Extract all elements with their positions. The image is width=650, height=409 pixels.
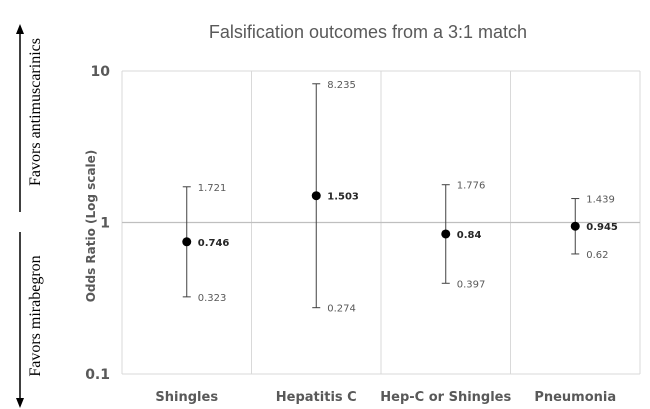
point-estimate (441, 229, 451, 239)
data-marks: 1.721 0.746 0.323 8.235 1.503 0.274 1.776 0.84 0… (182, 80, 618, 315)
estimate-label: 0.945 (586, 222, 618, 233)
upper-ci-label: 1.439 (586, 195, 615, 206)
upper-ci-label: 1.776 (457, 181, 486, 192)
favors-mirabegron-label: Favors mirabegron (27, 255, 44, 376)
chart-title: Falsification outcomes from a 3:1 match (209, 22, 527, 42)
estimate-label: 0.746 (198, 238, 230, 249)
arrow-up-icon (16, 24, 24, 34)
arrow-down-icon (16, 398, 24, 408)
x-tick-label: Hepatitis C (276, 390, 357, 405)
estimate-label: 0.84 (457, 230, 482, 241)
point-estimate (182, 237, 192, 247)
estimate-label: 1.503 (327, 192, 359, 203)
favors-antimuscarinics-label: Favors antimuscarinics (27, 38, 44, 186)
x-tick-label: Pneumonia (534, 390, 616, 405)
x-axis-ticks: Shingles Hepatitis C Hep-C or Shingles Pneu… (155, 390, 616, 405)
lower-ci-label: 0.323 (198, 293, 227, 304)
x-tick-label: Hep-C or Shingles (380, 390, 511, 405)
lower-ci-label: 0.274 (327, 304, 356, 315)
point-estimate (570, 221, 580, 231)
upper-ci-label: 1.721 (198, 183, 227, 194)
y-tick-label: 10 (91, 64, 111, 80)
y-axis-label: Odds Ratio (Log scale) (84, 150, 98, 303)
y-axis-ticks: 0.1 1 10 (85, 64, 110, 383)
y-tick-label: 0.1 (85, 367, 110, 383)
lower-ci-label: 0.397 (457, 279, 486, 290)
y-tick-label: 1 (100, 216, 110, 232)
point-estimate (311, 191, 321, 201)
upper-ci-label: 8.235 (327, 80, 356, 91)
x-tick-label: Shingles (155, 390, 218, 405)
lower-ci-label: 0.62 (586, 250, 608, 261)
